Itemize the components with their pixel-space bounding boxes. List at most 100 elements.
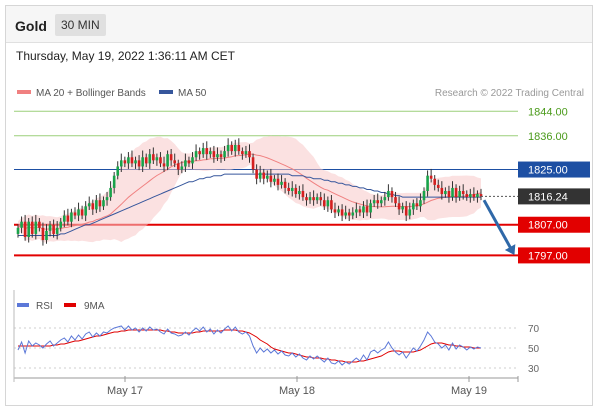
candle: [241, 147, 244, 160]
candle: [184, 153, 187, 172]
candle: [162, 156, 166, 172]
rsi-tick-label: 50: [528, 344, 540, 355]
candle: [365, 199, 369, 217]
candle: [223, 145, 226, 161]
candle: [70, 208, 73, 228]
candle: [419, 193, 422, 212]
candle: [436, 179, 440, 192]
candle: [212, 145, 216, 163]
levels-layer: 1844.00 1836.00 1825.00 1807.00 1797.00: [14, 106, 590, 264]
level-tag: [518, 161, 590, 178]
candle: [73, 207, 77, 220]
legend-swatch-rsi: [17, 303, 29, 307]
candle: [233, 139, 237, 157]
candle: [333, 202, 337, 218]
forecast-arrow: [482, 199, 516, 255]
candle: [255, 164, 258, 185]
candle: [123, 156, 127, 168]
level-tag: [518, 247, 590, 264]
legend-rsi-label: RSI: [36, 301, 53, 312]
candle: [191, 152, 194, 169]
candle: [226, 138, 230, 157]
candle: [401, 202, 404, 214]
candle: [209, 147, 212, 158]
candle: [130, 150, 134, 168]
candle: [379, 196, 383, 207]
rsi-legend: RSI 9MA: [17, 301, 105, 312]
candle: [337, 205, 340, 217]
candle: [105, 191, 109, 206]
candle: [422, 187, 426, 204]
credit-text: Research © 2022 Trading Central: [435, 88, 584, 99]
candle: [412, 199, 415, 215]
candle: [283, 178, 287, 194]
candle: [461, 184, 465, 200]
candle: [48, 221, 52, 237]
candle: [369, 199, 372, 218]
candle: [152, 147, 155, 165]
candle: [91, 199, 95, 215]
candle: [358, 205, 362, 217]
level-tag: [518, 216, 590, 233]
candle: [372, 194, 376, 207]
candle: [148, 148, 152, 169]
candle: [80, 205, 84, 220]
candle: [447, 185, 451, 203]
level-label: 1825.00: [528, 165, 568, 177]
candle: [251, 153, 255, 174]
candle: [34, 214, 38, 240]
candle: [30, 216, 34, 238]
timeframe-button[interactable]: 30 MIN: [55, 14, 106, 36]
candle: [244, 145, 248, 158]
candle: [55, 221, 59, 240]
candle: [205, 141, 209, 160]
candle: [298, 185, 301, 200]
candle: [315, 193, 319, 204]
level-label: 1797.00: [528, 250, 568, 262]
candle: [387, 184, 390, 201]
legend-swatch-ma50: [159, 90, 173, 94]
rsi-9ma-line: [18, 329, 481, 363]
current-price-label: 1816.24: [528, 191, 568, 203]
candle: [273, 175, 276, 186]
candle: [187, 156, 191, 168]
candle: [258, 165, 262, 183]
candle: [77, 202, 80, 222]
candle: [301, 184, 305, 201]
rsi-tick-label: 30: [528, 364, 540, 375]
legend-swatch-9ma: [64, 303, 76, 307]
candle: [469, 188, 472, 203]
candle: [397, 196, 401, 215]
candle: [404, 201, 408, 222]
candle: [180, 161, 184, 174]
timestamp: Thursday, May 19, 2022 1:36:11 AM CET: [16, 49, 235, 63]
candle: [390, 187, 394, 203]
candle: [444, 187, 447, 198]
candle: [16, 224, 20, 238]
candle: [155, 153, 159, 166]
candle: [294, 184, 298, 198]
candle: [169, 148, 173, 166]
candle: [287, 182, 290, 195]
candle: [276, 173, 280, 191]
candle: [201, 142, 205, 158]
candle: [472, 187, 476, 201]
candle: [394, 191, 397, 207]
candle: [362, 201, 365, 218]
candle: [340, 204, 344, 222]
candle: [330, 194, 333, 214]
candle: [451, 181, 454, 201]
rsi-axis: 70 50 30: [14, 324, 540, 375]
rsi-tick-label: 70: [528, 324, 540, 335]
candle: [23, 214, 27, 241]
candle: [116, 161, 120, 180]
candle: [355, 202, 358, 218]
candle: [141, 150, 144, 172]
candle: [63, 210, 66, 228]
level-label: 1844.00: [528, 106, 568, 118]
candle: [87, 196, 91, 211]
candle: [194, 144, 198, 161]
candle: [230, 141, 233, 155]
candle: [269, 168, 273, 188]
